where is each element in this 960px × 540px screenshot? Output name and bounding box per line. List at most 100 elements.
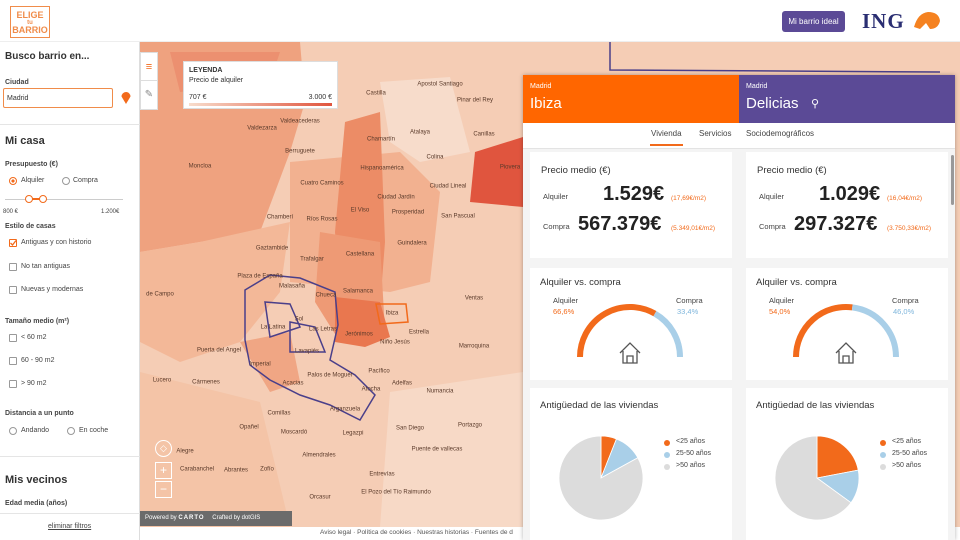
legend-dot [664, 440, 670, 446]
slider-handle[interactable] [39, 195, 47, 203]
pie-slice [816, 435, 859, 479]
checkbox-label: 60 - 90 m2 [21, 357, 55, 364]
slider-max: 1.200€ [101, 209, 120, 215]
map-label: Palos de Moguer [307, 373, 352, 379]
slider-range [29, 198, 43, 200]
map-label: Almendrales [302, 453, 335, 459]
city-select[interactable]: Madrid [3, 88, 113, 108]
brand: ING [862, 9, 905, 33]
slider-handle[interactable] [25, 195, 33, 203]
footer-link[interactable]: Nuestras historias [417, 529, 470, 536]
logo: ELIGE tu BARRIO [10, 6, 50, 38]
map-label: Cuatro Caminos [300, 181, 343, 187]
checkbox[interactable] [9, 380, 17, 388]
map-label: Carabanchel [180, 467, 214, 473]
draw-button[interactable]: ✎ [144, 89, 154, 100]
checkbox[interactable] [9, 334, 17, 342]
map-label: San Pascual [441, 214, 475, 220]
checkbox[interactable] [9, 357, 17, 365]
map-label: Legazpi [342, 431, 363, 437]
ideal-button[interactable]: Mi barrio ideal [782, 11, 845, 32]
map-label: Trafalgar [300, 257, 324, 263]
tab[interactable]: Vivienda [650, 129, 683, 146]
radio[interactable] [62, 177, 70, 185]
checkbox-checked[interactable] [9, 239, 17, 247]
search-icon: ⚲ [811, 98, 820, 110]
radio[interactable] [67, 427, 75, 435]
radio-checked[interactable] [9, 177, 17, 185]
pie [558, 435, 644, 521]
map-label: Portazgo [458, 423, 483, 429]
ratio-label: Compra [676, 296, 703, 305]
zoom-out[interactable]: − [155, 481, 172, 498]
reset-link[interactable]: eliminar filtros [48, 523, 92, 530]
card-title: Antigüedad de las viviendas [540, 400, 659, 411]
legend-dot [880, 464, 886, 470]
map-label: Adelfas [392, 381, 412, 387]
district-header [523, 75, 739, 123]
checkbox-label: Antiguas y con historio [21, 239, 92, 246]
map-label: Lavapiés [295, 349, 319, 355]
map-label: Ríos Rosas [306, 217, 337, 223]
price-label: Compra [759, 222, 786, 231]
ratio-value: 33,4% [677, 307, 699, 316]
checkbox[interactable] [9, 263, 17, 271]
ratio-value: 54,0% [769, 307, 791, 316]
legend-label: >50 años [676, 462, 705, 469]
gauge-buy [653, 311, 683, 358]
map-label: Hispanoamérica [360, 166, 404, 172]
ratio-label: Alquiler [769, 296, 795, 305]
footer-link[interactable]: Fuentes de d [474, 529, 513, 536]
map-label: Ciudad Lineal [430, 184, 467, 190]
map-label: Ciudad Jardín [377, 195, 414, 201]
map-label: Chamartín [367, 137, 395, 143]
map-area [140, 372, 290, 527]
map-label: Colina [426, 155, 444, 161]
map-label: Zofío [260, 467, 274, 473]
zoom-in[interactable]: + [155, 462, 172, 479]
price-value: 567.379€ [578, 213, 662, 235]
ratio-value: 66,6% [553, 307, 575, 316]
locate-button[interactable]: ◇ [155, 440, 172, 457]
brand-lion [914, 12, 940, 29]
map-label: Puerta del Angel [197, 348, 241, 354]
map-label: Prosperidad [392, 210, 424, 216]
price-per-m2: (17,69€/m2) [671, 195, 707, 202]
compare-panel: ViviendaServiciosSociodemográficos×⋖Madr… [523, 75, 955, 540]
pie-slice [558, 435, 644, 521]
radio[interactable] [9, 427, 17, 435]
footer-links: Aviso legal · Política de cookies · Nues… [320, 529, 513, 536]
menu-button[interactable]: ≡ [141, 53, 157, 81]
tab[interactable]: Servicios [699, 129, 732, 138]
footer-link[interactable]: Política de cookies [357, 529, 412, 536]
house-icon [835, 342, 857, 364]
label: Distancia a un punto [5, 410, 74, 417]
map-label: Entrevías [369, 472, 394, 478]
price-per-m2: (3.750,33€/m2) [887, 225, 932, 232]
map-label: Atalaya [410, 130, 431, 136]
card-title: Antigüedad de las viviendas [756, 400, 875, 411]
map-label: Guindalera [397, 241, 427, 247]
footer-link[interactable]: Aviso legal [320, 529, 352, 536]
sidebar-title: Busco barrio en... [5, 51, 90, 62]
card-title: Alquiler vs. compra [756, 277, 837, 288]
tab[interactable]: Sociodemográficos [746, 129, 815, 138]
legend-min: 707 € [189, 94, 207, 101]
section-title: Mi casa [5, 135, 45, 147]
ratio-card [530, 268, 732, 380]
price-label: Alquiler [543, 192, 569, 201]
district-header [739, 75, 955, 123]
map-area [470, 137, 523, 207]
map-label: Berruguete [285, 149, 315, 155]
price-card [746, 152, 948, 258]
map-label: Acacias [282, 381, 303, 387]
powered: Powered by [145, 515, 177, 521]
map-label: Opañel [239, 425, 258, 431]
map-label: Lucero [153, 378, 172, 384]
map-area [240, 332, 300, 392]
checkbox[interactable] [9, 286, 17, 294]
pin-icon[interactable] [120, 90, 132, 105]
radio-label: Compra [73, 177, 98, 184]
section-title: Mis vecinos [5, 474, 68, 486]
map-label: Salamanca [343, 289, 374, 295]
